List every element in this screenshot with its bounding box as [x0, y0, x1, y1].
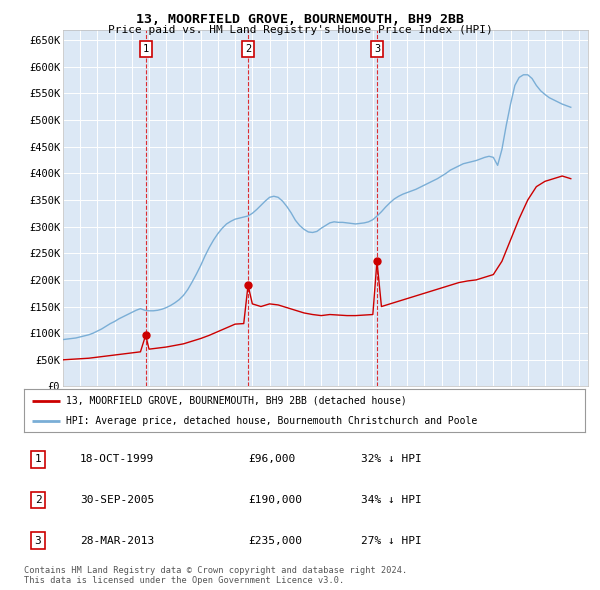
- Text: 18-OCT-1999: 18-OCT-1999: [80, 454, 154, 464]
- Text: 3: 3: [374, 44, 380, 54]
- Text: 13, MOORFIELD GROVE, BOURNEMOUTH, BH9 2BB (detached house): 13, MOORFIELD GROVE, BOURNEMOUTH, BH9 2B…: [66, 396, 407, 406]
- Text: £190,000: £190,000: [248, 495, 302, 505]
- Text: 1: 1: [35, 454, 41, 464]
- Text: 2: 2: [245, 44, 251, 54]
- Text: 27% ↓ HPI: 27% ↓ HPI: [361, 536, 421, 546]
- Text: 32% ↓ HPI: 32% ↓ HPI: [361, 454, 421, 464]
- Text: This data is licensed under the Open Government Licence v3.0.: This data is licensed under the Open Gov…: [24, 576, 344, 585]
- Text: 1: 1: [142, 44, 149, 54]
- Text: 13, MOORFIELD GROVE, BOURNEMOUTH, BH9 2BB: 13, MOORFIELD GROVE, BOURNEMOUTH, BH9 2B…: [136, 13, 464, 26]
- Text: Contains HM Land Registry data © Crown copyright and database right 2024.: Contains HM Land Registry data © Crown c…: [24, 566, 407, 575]
- Text: HPI: Average price, detached house, Bournemouth Christchurch and Poole: HPI: Average price, detached house, Bour…: [66, 417, 478, 426]
- Text: Price paid vs. HM Land Registry's House Price Index (HPI): Price paid vs. HM Land Registry's House …: [107, 25, 493, 35]
- Text: 3: 3: [35, 536, 41, 546]
- Text: 2: 2: [35, 495, 41, 505]
- Text: £235,000: £235,000: [248, 536, 302, 546]
- Text: 30-SEP-2005: 30-SEP-2005: [80, 495, 154, 505]
- Text: £96,000: £96,000: [248, 454, 296, 464]
- Text: 28-MAR-2013: 28-MAR-2013: [80, 536, 154, 546]
- Text: 34% ↓ HPI: 34% ↓ HPI: [361, 495, 421, 505]
